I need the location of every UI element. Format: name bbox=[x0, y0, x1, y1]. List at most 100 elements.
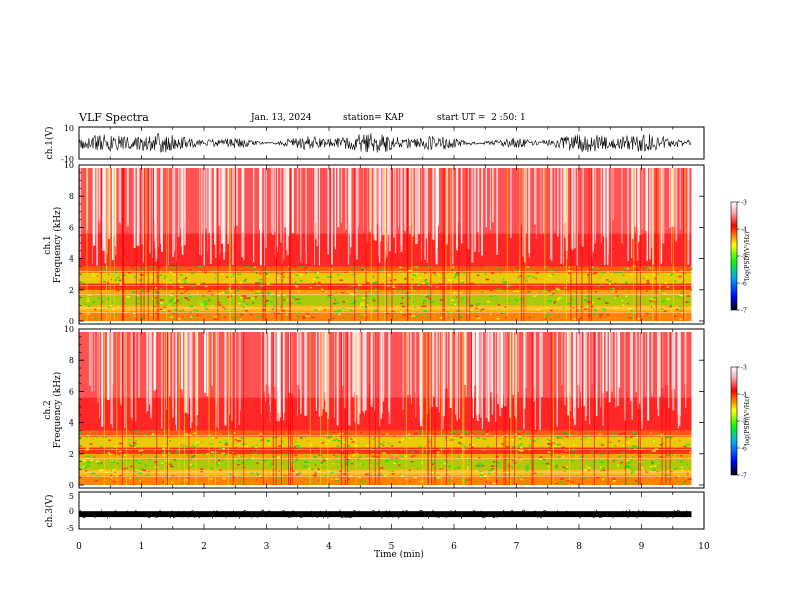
spectrogram-spike bbox=[576, 168, 578, 321]
spectrogram-cell bbox=[634, 306, 637, 309]
spectrogram-cell bbox=[419, 480, 424, 483]
spectrogram-cell bbox=[184, 479, 189, 481]
spectrogram-cell bbox=[591, 301, 594, 304]
spectrogram-cell bbox=[677, 455, 679, 457]
spectrogram-cell bbox=[234, 458, 237, 461]
spectrogram-cell bbox=[179, 302, 181, 304]
spectrogram-spike bbox=[510, 332, 512, 485]
spectrogram-cell bbox=[674, 280, 677, 282]
spectrogram-spike bbox=[469, 168, 471, 321]
spectrogram-cell bbox=[326, 276, 331, 278]
spectrogram-cell bbox=[544, 286, 548, 288]
spectrogram-streak bbox=[149, 332, 151, 405]
spectrogram-cell bbox=[464, 431, 469, 433]
spectrogram-spike bbox=[593, 332, 595, 485]
spectrogram-cell bbox=[135, 469, 139, 471]
spectrogram-streak bbox=[265, 332, 268, 385]
spectrogram-cell bbox=[554, 269, 556, 271]
spectrogram-cell bbox=[666, 298, 670, 300]
spectrogram-cell bbox=[622, 274, 625, 277]
spectrogram-cell bbox=[546, 438, 549, 440]
spectrogram-cell bbox=[525, 280, 528, 282]
spectrogram-spike bbox=[158, 168, 160, 321]
spectrogram-cell bbox=[191, 272, 194, 275]
spectrogram-cell bbox=[351, 441, 355, 443]
spectrogram-cell bbox=[159, 274, 163, 276]
spectrogram-cell bbox=[399, 474, 402, 476]
spectrogram-cell bbox=[428, 298, 431, 300]
spectrogram-cell bbox=[229, 473, 232, 476]
spectrogram-cell bbox=[190, 475, 192, 477]
spectrogram-cell bbox=[495, 464, 500, 467]
spectrogram-cell bbox=[255, 453, 258, 455]
spectrogram-cell bbox=[671, 454, 674, 456]
spectrogram-cell bbox=[645, 276, 648, 278]
spectrogram-cell bbox=[398, 441, 401, 443]
spectrogram-cell bbox=[414, 430, 417, 432]
spectrogram-streak bbox=[111, 168, 114, 260]
spectrogram-cell bbox=[559, 481, 564, 483]
spectrogram-cell bbox=[168, 303, 170, 306]
spectrogram-cell bbox=[332, 435, 336, 437]
spectrogram-cell bbox=[192, 444, 194, 446]
spectrogram-cell bbox=[490, 314, 492, 316]
spectrogram-cell bbox=[341, 291, 344, 294]
spectrogram-streak bbox=[154, 332, 157, 389]
spectrogram-cell bbox=[646, 282, 650, 284]
spectrogram-spike bbox=[147, 168, 149, 321]
spectrogram-cell bbox=[302, 317, 305, 319]
spectrogram-cell bbox=[658, 470, 662, 472]
spectrogram-cell bbox=[684, 285, 688, 287]
spectrogram-cell bbox=[245, 310, 248, 312]
spectrogram-cell bbox=[313, 456, 317, 458]
spectrogram-cell bbox=[107, 452, 110, 454]
spectrogram-cell bbox=[376, 456, 379, 458]
spectrogram-cell bbox=[109, 453, 112, 455]
spectrogram-spike bbox=[156, 168, 158, 321]
spectrogram-spike bbox=[458, 168, 460, 321]
spectrogram-cell bbox=[486, 301, 491, 303]
spectrogram-cell bbox=[654, 277, 656, 280]
spectrogram-cell bbox=[475, 430, 479, 432]
spectrogram-spike bbox=[506, 168, 508, 321]
spectrogram-cell bbox=[410, 461, 414, 463]
spectrogram-line bbox=[79, 458, 692, 460]
spectrogram-streak bbox=[560, 168, 563, 264]
spectrogram-cell bbox=[357, 476, 361, 478]
spectrogram-cell bbox=[250, 297, 255, 300]
spectrogram-cell bbox=[236, 289, 240, 292]
spectrogram-cell bbox=[177, 314, 180, 317]
spectrogram-spike bbox=[320, 332, 322, 485]
spectrogram-cell bbox=[520, 459, 522, 461]
spectrogram-cell bbox=[510, 430, 514, 433]
spectrogram-cell bbox=[393, 462, 397, 464]
spectrogram-cell bbox=[603, 299, 606, 302]
spectrogram-cell bbox=[388, 442, 390, 445]
spectrogram-cell bbox=[533, 295, 536, 297]
spectrogram-spike bbox=[262, 332, 264, 485]
spectrogram-cell bbox=[304, 267, 307, 269]
spectrogram-cell bbox=[261, 461, 263, 463]
spectrogram-cell bbox=[262, 459, 266, 462]
spectrogram-cell bbox=[577, 309, 579, 312]
spectrogram-cell bbox=[173, 458, 176, 461]
spectrogram-streak bbox=[240, 332, 241, 411]
spectrogram-cell bbox=[622, 268, 627, 270]
spectrogram-cell bbox=[101, 300, 104, 303]
spectrogram-cell bbox=[526, 465, 529, 467]
spectrogram-cell bbox=[468, 309, 473, 311]
spectrogram-cell bbox=[683, 481, 685, 483]
spectrogram-cell bbox=[421, 313, 424, 316]
spectrogram-spike bbox=[122, 168, 124, 321]
spectrogram-cell bbox=[502, 281, 507, 283]
spectrogram-cell bbox=[550, 309, 553, 312]
spectrogram-cell bbox=[453, 453, 456, 455]
spectrogram-streak bbox=[181, 168, 184, 255]
spectrogram-streak bbox=[485, 332, 488, 418]
spectrogram-streak bbox=[539, 332, 541, 430]
time-axis: 0 1 2 3 4 5 6 7 8 9 10 bbox=[76, 492, 710, 552]
ch3-waveform-frame bbox=[78, 491, 705, 530]
spectrogram-cell bbox=[496, 288, 501, 290]
spectrogram-cell bbox=[270, 293, 274, 296]
